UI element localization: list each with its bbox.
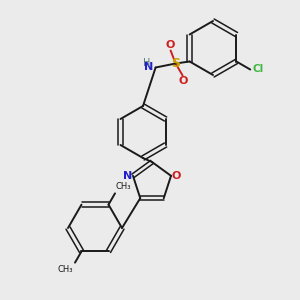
Text: O: O (166, 40, 175, 50)
Text: S: S (171, 57, 180, 70)
Text: O: O (171, 171, 181, 181)
Text: O: O (179, 76, 188, 86)
Text: CH₃: CH₃ (116, 182, 131, 191)
Text: N: N (144, 62, 154, 73)
Text: H: H (143, 58, 150, 68)
Text: N: N (123, 171, 133, 181)
Text: CH₃: CH₃ (58, 265, 73, 274)
Text: Cl: Cl (252, 64, 263, 74)
